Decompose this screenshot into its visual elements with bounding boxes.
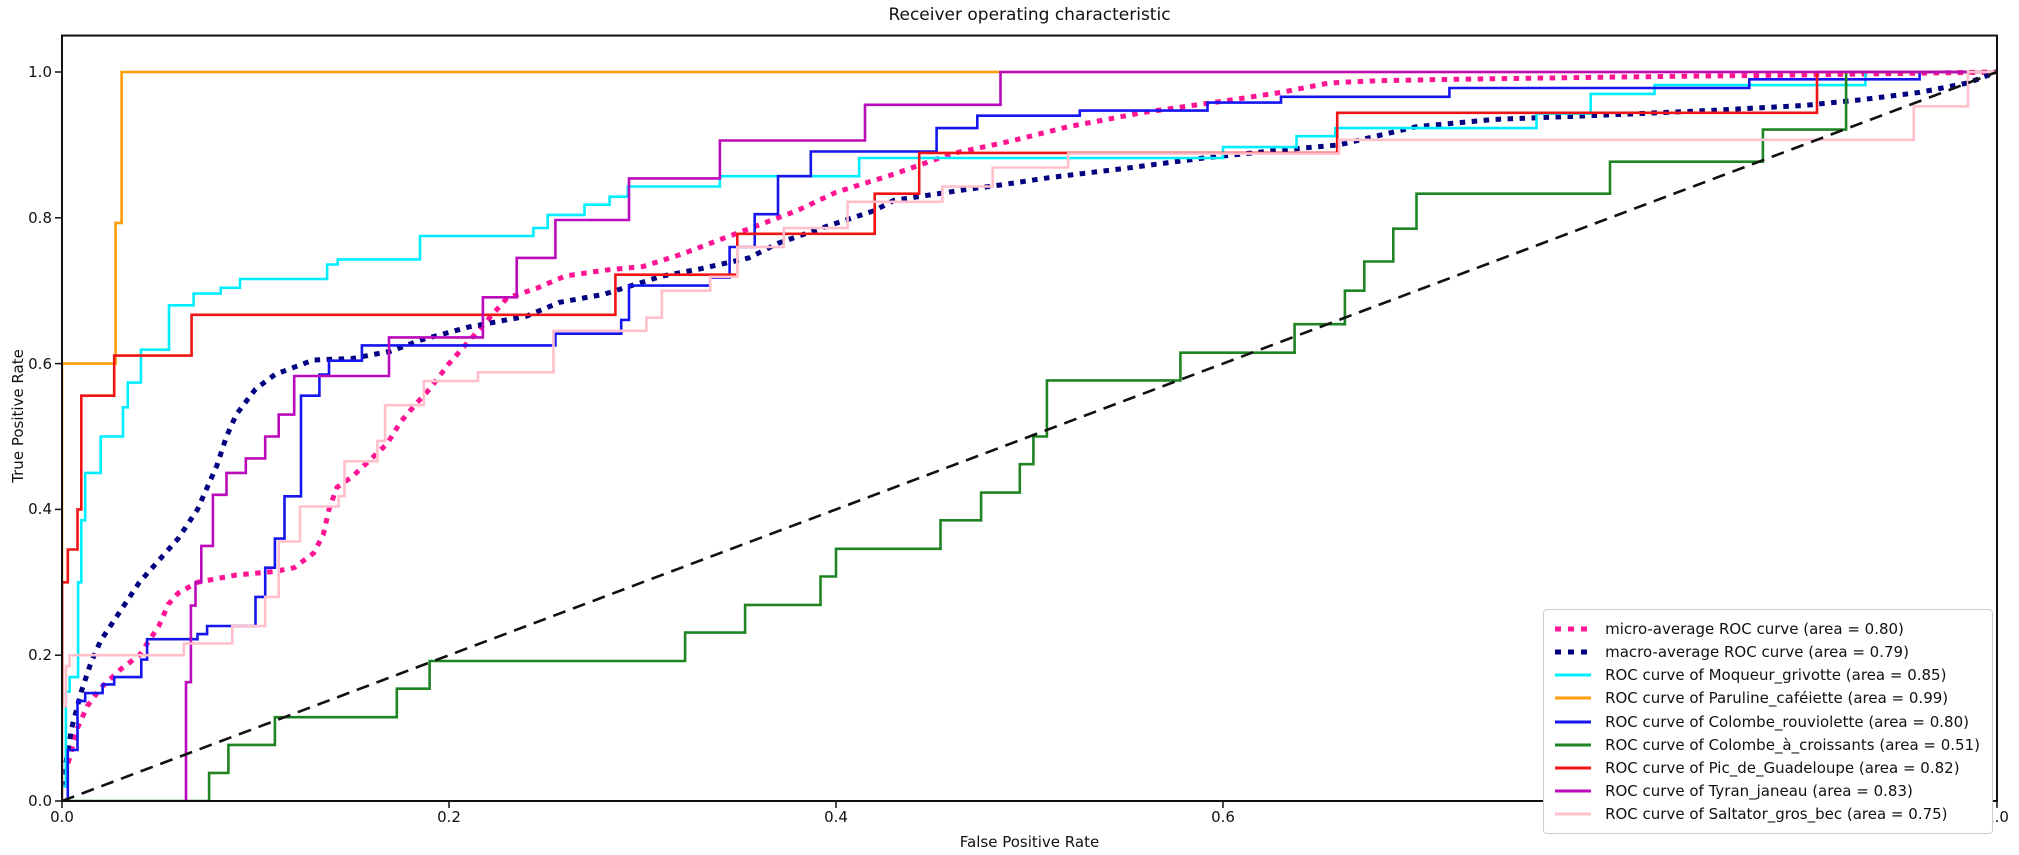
- legend-entry-label: ROC curve of Tyran_janeau (area = 0.83): [1605, 782, 1913, 801]
- x-axis-label: False Positive Rate: [959, 833, 1100, 851]
- y-tick-label: 0.4: [28, 500, 52, 519]
- x-tick-label: 0.4: [824, 808, 848, 826]
- x-tick-label: 0.0: [50, 808, 74, 826]
- legend-entry-label: ROC curve of Colombe_rouviolette (area =…: [1605, 712, 1969, 731]
- x-tick-label: 0.2: [437, 808, 461, 826]
- y-tick-label: 0.6: [28, 354, 52, 373]
- legend-entry: macro-average ROC curve (area = 0.79): [1554, 641, 1980, 664]
- legend-swatch-line: [1555, 789, 1592, 793]
- roc-curve-saltator-gros-bec: [61, 70, 1997, 801]
- x-tick-label: 0.6: [1211, 808, 1235, 826]
- legend: micro-average ROC curve (area = 0.80) mac…: [1543, 609, 1993, 834]
- legend-swatch-line: [1555, 626, 1592, 632]
- legend-entry-label: ROC curve of Saltator_gros_bec (area = 0…: [1605, 805, 1948, 824]
- legend-swatch-line: [1555, 766, 1592, 770]
- roc-curve-tyran-janeau: [184, 70, 1997, 801]
- legend-swatch-line: [1555, 720, 1592, 724]
- axes-frame: [61, 34, 1998, 803]
- legend-entry-label: ROC curve of Moqueur_grivotte (area = 0.…: [1605, 666, 1947, 685]
- legend-entry-label: ROC curve of Pic_de_Guadeloupe (area = 0…: [1605, 759, 1960, 778]
- y-tick-label: 0.8: [28, 208, 52, 227]
- y-axis-label: True Positive Rate: [9, 349, 27, 483]
- legend-swatch-line: [1555, 649, 1592, 655]
- legend-swatch-line: [1555, 812, 1592, 816]
- roc-curve-micro-average: [61, 69, 1998, 788]
- legend-entry: ROC curve of Colombe_rouviolette (area =…: [1554, 710, 1980, 733]
- legend-entry: ROC curve of Paruline_caféiette (area = …: [1554, 687, 1980, 710]
- y-tick-label: 0.0: [28, 792, 52, 810]
- legend-entry: micro-average ROC curve (area = 0.80): [1554, 617, 1980, 640]
- page-title: Receiver operating characteristic: [888, 5, 1171, 25]
- roc-curve-moqueur-grivotte: [61, 70, 1997, 801]
- roc-curve-colombe-croissants: [62, 70, 1997, 803]
- diagonal-reference-line: [61, 70, 1998, 803]
- y-tick-label: 0.2: [28, 646, 52, 665]
- legend-swatch-line: [1555, 743, 1592, 747]
- curves-group: [61, 69, 1998, 803]
- roc-curve-colombe-rouviolette: [62, 70, 1997, 803]
- legend-entry-label: ROC curve of Paruline_caféiette (area = …: [1605, 689, 1949, 708]
- legend-entry: ROC curve of Moqueur_grivotte (area = 0.…: [1554, 664, 1980, 687]
- legend-swatch-line: [1555, 673, 1592, 677]
- legend-entry: ROC curve of Tyran_janeau (area = 0.83): [1554, 780, 1980, 803]
- legend-entry: ROC curve of Saltator_gros_bec (area = 0…: [1554, 803, 1980, 826]
- legend-swatch-line: [1555, 696, 1592, 700]
- legend-entry-label: macro-average ROC curve (area = 0.79): [1605, 643, 1909, 662]
- y-tick-label: 1.0: [28, 63, 52, 81]
- legend-entry-label: micro-average ROC curve (area = 0.80): [1605, 619, 1904, 638]
- legend-entry: ROC curve of Colombe_à_croissants (area …: [1554, 733, 1980, 756]
- legend-entry-label: ROC curve of Colombe_à_croissants (area …: [1605, 735, 1980, 754]
- legend-entry: ROC curve of Pic_de_Guadeloupe (area = 0…: [1554, 756, 1980, 779]
